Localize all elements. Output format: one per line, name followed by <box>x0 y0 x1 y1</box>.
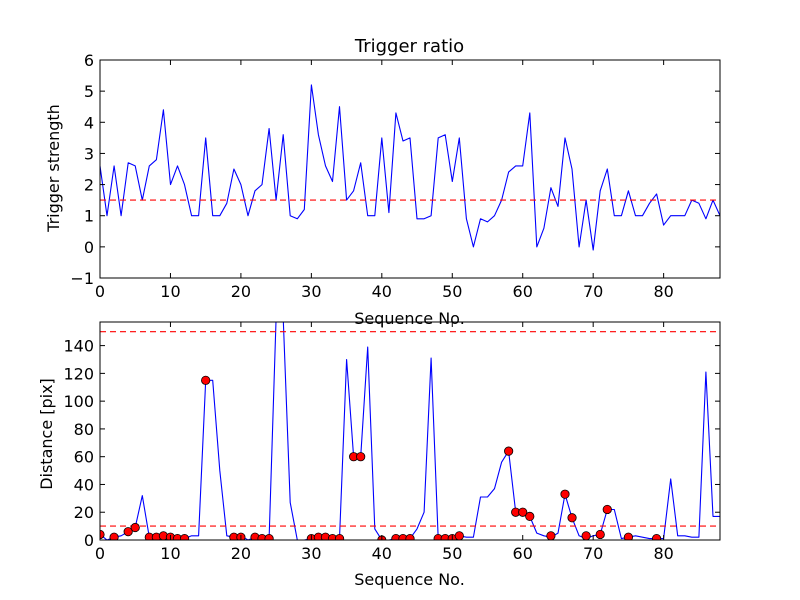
x-tick-label: 0 <box>95 544 105 563</box>
x-tick-label: 0 <box>95 282 105 301</box>
data-point-marker <box>560 489 570 499</box>
data-point-marker <box>518 507 528 517</box>
y-tick-label: 20 <box>74 503 94 522</box>
x-tick-label: 80 <box>653 282 673 301</box>
x-tick-label: 70 <box>583 282 603 301</box>
y-tick-label: 120 <box>63 364 94 383</box>
x-tick-label: 20 <box>231 544 251 563</box>
y-tick-label: 100 <box>63 392 94 411</box>
y-tick-label: −1 <box>70 269 94 288</box>
series-line <box>100 84 720 251</box>
x-axis-label: Sequence No. <box>354 309 465 328</box>
y-tick-label: 0 <box>84 531 94 550</box>
y-tick-label: 80 <box>74 420 94 439</box>
axes-frame <box>99 321 721 541</box>
y-axis-label: Distance [pix] <box>37 378 56 490</box>
plot-area <box>100 322 720 540</box>
axes-frame <box>99 59 721 279</box>
data-point-marker <box>567 513 577 523</box>
data-point-marker <box>581 531 591 540</box>
data-point-marker <box>595 529 605 540</box>
y-tick-label: 40 <box>74 475 94 494</box>
y-tick-label: 140 <box>63 337 94 356</box>
data-point-marker <box>123 527 133 537</box>
data-point-marker <box>525 511 535 521</box>
data-point-marker <box>356 452 366 462</box>
y-tick-label: 60 <box>74 448 94 467</box>
x-tick-label: 60 <box>513 544 533 563</box>
y-tick-label: 5 <box>84 82 94 101</box>
y-tick-label: 0 <box>84 238 94 257</box>
series-line <box>100 322 720 540</box>
data-point-marker <box>405 534 415 540</box>
data-point-marker <box>264 534 274 540</box>
x-axis-label: Sequence No. <box>354 570 465 589</box>
x-tick-label: 20 <box>231 282 251 301</box>
data-point-marker <box>623 532 634 540</box>
data-point-marker <box>454 531 464 540</box>
x-tick-label: 10 <box>160 282 180 301</box>
x-tick-label: 50 <box>442 282 462 301</box>
x-tick-label: 60 <box>513 282 533 301</box>
x-tick-label: 70 <box>583 544 603 563</box>
plot-area <box>100 84 720 251</box>
data-point-marker <box>334 534 345 540</box>
x-tick-label: 40 <box>372 544 392 563</box>
x-tick-label: 30 <box>301 544 321 563</box>
data-point-marker <box>109 532 119 540</box>
x-tick-label: 30 <box>301 282 321 301</box>
data-point-marker <box>201 375 211 385</box>
distance-panel: Sequence No. Distance [pix] 0 10 20 30 40 50 6… <box>37 321 721 589</box>
y-tick-label: 1 <box>84 207 94 226</box>
y-tick-label: 3 <box>84 144 94 163</box>
y-axis-label: Trigger strength <box>44 104 63 233</box>
y-tick-label: 6 <box>84 51 94 70</box>
x-tick-label: 10 <box>160 544 180 563</box>
data-point-marker <box>602 504 612 515</box>
data-point-marker <box>651 534 662 540</box>
y-tick-label: 2 <box>84 176 94 195</box>
y-tick-label: 4 <box>84 113 94 132</box>
data-point-marker <box>130 522 140 533</box>
x-tick-label: 50 <box>442 544 462 563</box>
x-tick-label: 40 <box>372 282 392 301</box>
data-point-marker <box>504 446 514 456</box>
trigger-ratio-panel: Trigger ratio Sequence No. Trigger stren… <box>44 36 721 328</box>
chart-title: Trigger ratio <box>354 36 464 57</box>
data-point-marker <box>179 534 190 540</box>
x-tick-label: 80 <box>653 544 673 563</box>
data-point-marker <box>546 531 556 540</box>
